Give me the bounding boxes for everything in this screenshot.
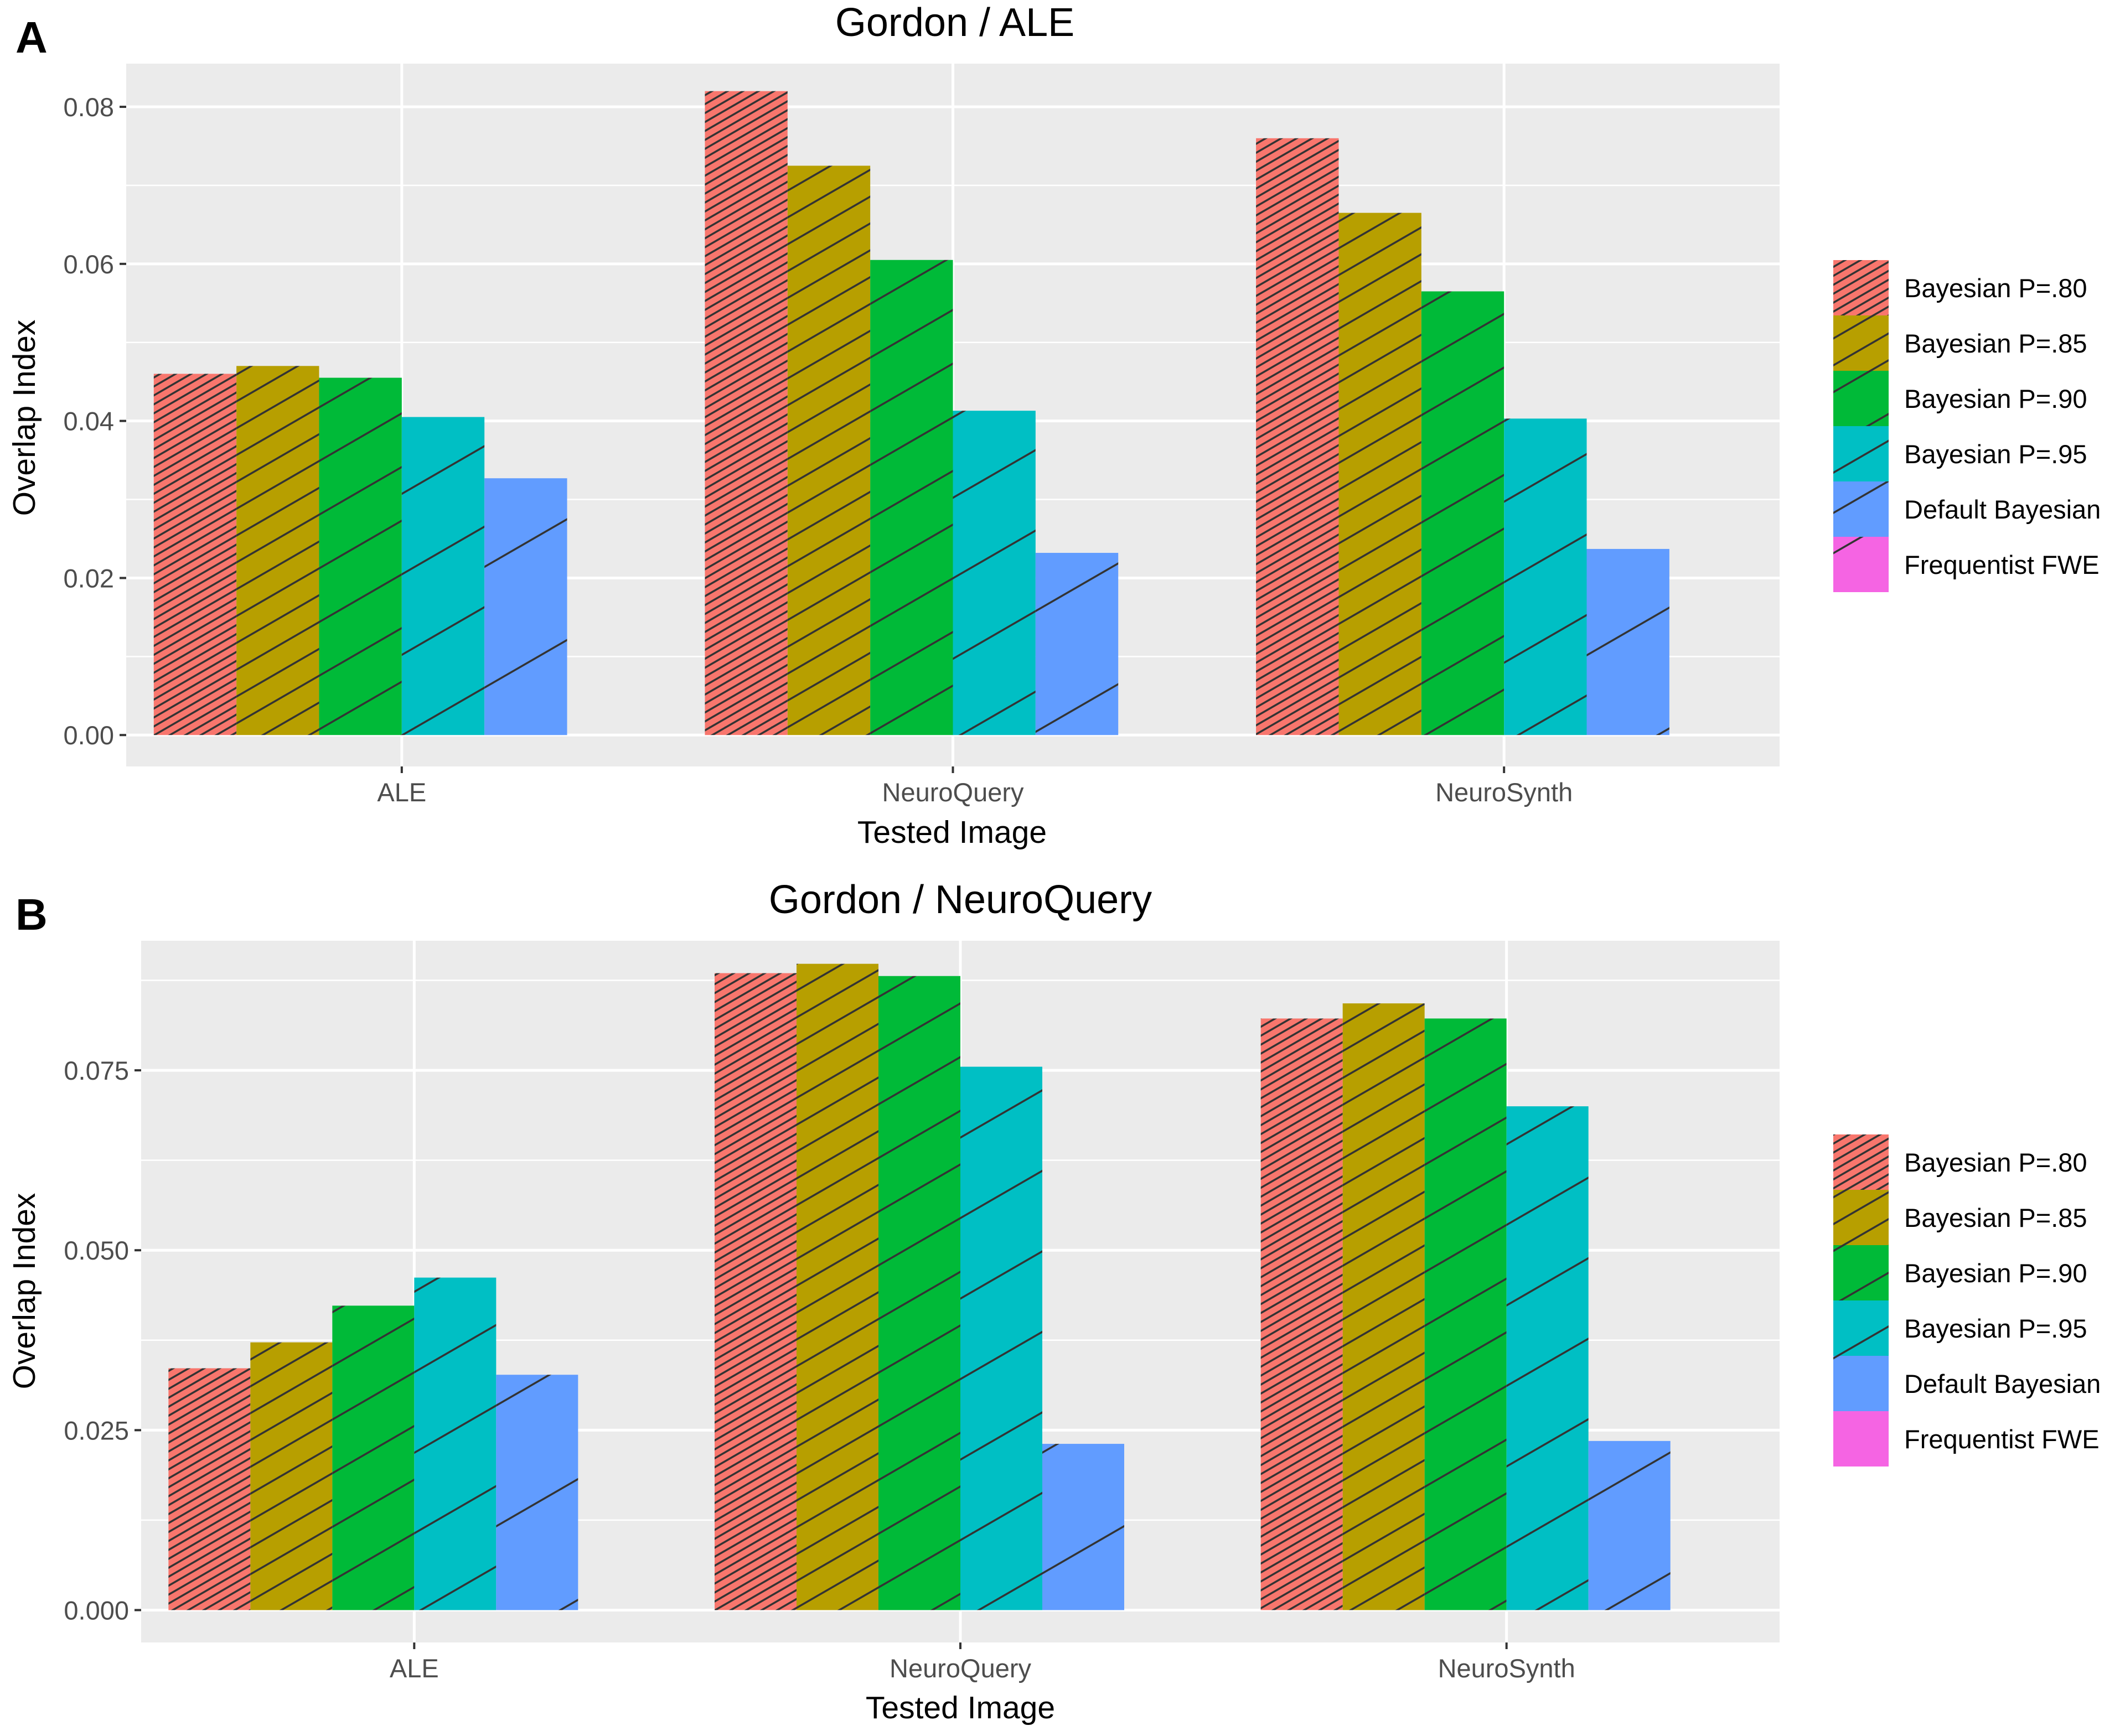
bar-bayesian-p-95-ale <box>414 1277 497 1610</box>
legend-key-default-bayesian <box>1833 1356 1889 1411</box>
bar-bayesian-p-90-neurosynth <box>1421 291 1504 735</box>
bar-bayesian-p-85-neurosynth <box>1342 1003 1425 1610</box>
bar-bayesian-p-90-neuroquery <box>870 260 953 735</box>
bar-bayesian-p-85-neuroquery <box>797 963 878 1610</box>
y-tick-label: 0.08 <box>64 92 114 122</box>
legend-key-bayesian-p-80 <box>1833 1134 1889 1190</box>
legend-label-bayesian-p-95: Bayesian P=.95 <box>1904 1314 2087 1343</box>
x-tick-label-ale: ALE <box>390 1654 439 1683</box>
bar-default-bayesian-neuroquery <box>1035 553 1119 735</box>
bar-bayesian-p-90-ale <box>332 1305 415 1610</box>
bar-bayesian-p-85-neuroquery <box>787 165 871 735</box>
x-tick-label-neuroquery: NeuroQuery <box>890 1654 1031 1683</box>
bar-bayesian-p-90-neuroquery <box>878 976 960 1610</box>
legend-label-bayesian-p-85: Bayesian P=.85 <box>1904 329 2087 358</box>
legend-label-bayesian-p-90: Bayesian P=.90 <box>1904 1258 2087 1288</box>
legend-label-frequentist-fwe: Frequentist FWE <box>1904 550 2100 579</box>
bar-bayesian-p-80-neuroquery <box>705 91 788 735</box>
y-tick-label: 0.02 <box>64 563 114 593</box>
bar-default-bayesian-neurosynth <box>1586 548 1669 735</box>
panel-b: B Gordon / NeuroQuery 0.0000.0250.0500.0… <box>7 878 2101 1725</box>
y-tick-label: 0.025 <box>64 1416 129 1445</box>
x-tick-label-neurosynth: NeuroSynth <box>1438 1654 1575 1683</box>
legend-label-bayesian-p-90: Bayesian P=.90 <box>1904 384 2087 413</box>
y-axis-label-b: Overlap Index <box>7 1193 42 1390</box>
bar-bayesian-p-95-neuroquery <box>953 411 1036 735</box>
x-axis-label-b: Tested Image <box>866 1690 1055 1725</box>
legend-label-default-bayesian: Default Bayesian <box>1904 495 2101 524</box>
x-tick-label-ale: ALE <box>377 778 426 807</box>
bar-bayesian-p-80-ale <box>168 1368 251 1610</box>
bar-bayesian-p-85-ale <box>250 1342 333 1610</box>
bar-bayesian-p-90-ale <box>319 377 402 735</box>
bar-default-bayesian-neuroquery <box>1042 1444 1124 1610</box>
legend-b: Bayesian P=.80 Bayesian P=.85 Bayesian P=.… <box>1833 1134 2101 1466</box>
legend-key-bayesian-p-90 <box>1833 371 1889 426</box>
legend-label-bayesian-p-80: Bayesian P=.80 <box>1904 1148 2087 1177</box>
panel-a: A Gordon / ALE 0.00 0.02 0.04 0.06 0.08 ALE Ne… <box>7 1 2101 850</box>
chart-title-b: Gordon / NeuroQuery <box>769 878 1152 922</box>
y-axis-label-a: Overlap Index <box>7 320 42 516</box>
bar-bayesian-p-80-neurosynth <box>1256 138 1339 735</box>
legend-label-bayesian-p-95: Bayesian P=.95 <box>1904 439 2087 469</box>
bar-bayesian-p-95-neurosynth <box>1506 1106 1589 1610</box>
legend-key-bayesian-p-90 <box>1833 1245 1889 1300</box>
x-tick-label-neurosynth: NeuroSynth <box>1435 778 1573 807</box>
legend-label-frequentist-fwe: Frequentist FWE <box>1904 1424 2100 1454</box>
bar-bayesian-p-85-neurosynth <box>1338 213 1421 735</box>
bar-default-bayesian-neurosynth <box>1588 1440 1671 1610</box>
y-tick-label: 0.075 <box>64 1056 129 1085</box>
y-tick-label: 0.000 <box>64 1595 129 1625</box>
bar-bayesian-p-85-ale <box>236 366 319 735</box>
y-tick-label: 0.00 <box>64 721 114 750</box>
bar-bayesian-p-80-ale <box>153 374 237 735</box>
legend-key-bayesian-p-80 <box>1833 260 1889 315</box>
chart-title-a: Gordon / ALE <box>835 1 1074 45</box>
bar-bayesian-p-80-neurosynth <box>1260 1018 1343 1610</box>
legend-key-frequentist-fwe <box>1833 1411 1889 1466</box>
bar-bayesian-p-95-neurosynth <box>1504 418 1587 735</box>
x-tick-label-neuroquery: NeuroQuery <box>882 778 1024 807</box>
legend-key-bayesian-p-85 <box>1833 1190 1889 1245</box>
y-tick-label: 0.050 <box>64 1236 129 1265</box>
legend-key-bayesian-p-95 <box>1833 1300 1889 1356</box>
bar-default-bayesian-ale <box>484 478 567 735</box>
plot-area-a: 0.00 0.02 0.04 0.06 0.08 ALE NeuroQuery NeuroSy… <box>64 64 1780 807</box>
legend-key-bayesian-p-85 <box>1833 315 1889 371</box>
y-tick-label: 0.06 <box>64 250 114 279</box>
x-axis-label-a: Tested Image <box>857 815 1047 850</box>
legend-key-default-bayesian <box>1833 481 1889 537</box>
panel-label-b: B <box>15 890 48 939</box>
bar-default-bayesian-ale <box>496 1375 578 1610</box>
y-tick-label: 0.04 <box>64 407 114 436</box>
legend-a: Bayesian P=.80 Bayesian P=.85 Bayesian P=.… <box>1833 260 2101 592</box>
plot-area-b: 0.000 0.025 0.050 0.075 ALE NeuroQuery NeuroSy… <box>64 941 1780 1683</box>
bar-bayesian-p-95-neuroquery <box>960 1066 1042 1610</box>
bar-bayesian-p-95-ale <box>401 417 485 735</box>
legend-label-bayesian-p-85: Bayesian P=.85 <box>1904 1203 2087 1232</box>
legend-label-default-bayesian: Default Bayesian <box>1904 1369 2101 1398</box>
panel-label-a: A <box>15 13 48 62</box>
bar-bayesian-p-80-neuroquery <box>715 973 797 1610</box>
legend-key-frequentist-fwe <box>1833 537 1889 592</box>
bar-bayesian-p-90-neurosynth <box>1424 1018 1507 1610</box>
legend-label-bayesian-p-80: Bayesian P=.80 <box>1904 273 2087 303</box>
legend-key-bayesian-p-95 <box>1833 426 1889 481</box>
